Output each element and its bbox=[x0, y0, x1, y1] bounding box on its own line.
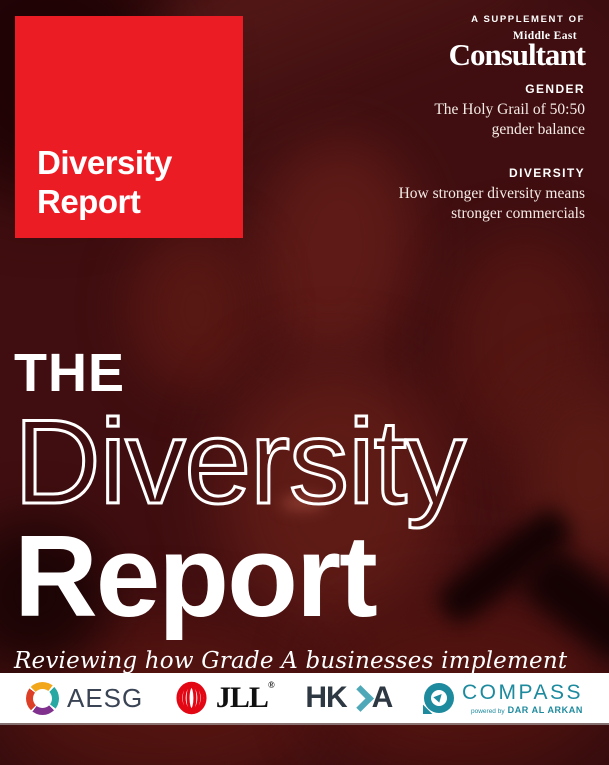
hka-wordmark-hk: HK bbox=[305, 681, 347, 714]
jll-wordmark: JLL® bbox=[215, 680, 275, 715]
compass-needle-icon bbox=[433, 691, 445, 703]
cover-line-kicker: DIVERSITY bbox=[509, 166, 585, 181]
cover-line-gender: GENDER The Holy Grail of 50:50 gender ba… bbox=[399, 82, 585, 140]
aesg-logo: AESG bbox=[26, 681, 144, 715]
sponsor-strip: AESG JLL® HK A COMPASS bbox=[0, 673, 609, 723]
cover-title-outline: Diversity bbox=[13, 395, 468, 529]
jll-logo: JLL® bbox=[175, 680, 275, 715]
report-badge: Diversity Report bbox=[15, 16, 243, 238]
aesg-ring-icon bbox=[26, 681, 59, 715]
hka-logo: HK A bbox=[305, 681, 394, 715]
cover-tagline: Reviewing how Grade A businesses impleme… bbox=[14, 648, 568, 700]
cover-lines: GENDER The Holy Grail of 50:50 gender ba… bbox=[399, 82, 585, 251]
hka-wordmark-a: A bbox=[371, 681, 394, 714]
aesg-wordmark: AESG bbox=[67, 682, 144, 713]
compass-pin-icon bbox=[424, 683, 454, 713]
cover-title: THE Diversity Report Reviewing how Grade… bbox=[13, 343, 609, 700]
chevron-right-icon bbox=[346, 684, 374, 712]
publication-logo: Middle East Consultant bbox=[448, 30, 586, 73]
cover-line-text: gender balance bbox=[491, 121, 585, 139]
badge-title-line2: Report bbox=[37, 183, 141, 221]
compass-wordmark: COMPASS bbox=[462, 680, 583, 704]
cover-line-text: How stronger diversity means bbox=[398, 185, 585, 203]
cover-title-the: THE bbox=[14, 343, 125, 403]
compass-wordmark-block: COMPASS powered by DAR AL ARKAN bbox=[462, 682, 583, 715]
cover-line-text: The Holy Grail of 50:50 bbox=[434, 101, 585, 118]
cover-line-kicker: GENDER bbox=[525, 82, 585, 96]
publication-logo-large: Consultant bbox=[448, 37, 586, 73]
cover-line-diversity: DIVERSITY How stronger diversity means s… bbox=[399, 166, 585, 224]
badge-title: Diversity Report bbox=[37, 144, 172, 222]
jll-globe-icon bbox=[176, 681, 207, 715]
cover-title-solid: Report bbox=[14, 511, 378, 641]
supplement-label: A SUPPLEMENT OF bbox=[471, 14, 585, 25]
dar-al-arkan-wordmark: DAR AL ARKAN bbox=[507, 704, 583, 715]
compass-subline: powered by DAR AL ARKAN bbox=[471, 705, 583, 715]
masthead: A SUPPLEMENT OF Middle East Consultant bbox=[448, 14, 586, 73]
cover-line-text: stronger commercials bbox=[451, 205, 585, 223]
badge-title-line1: Diversity bbox=[37, 144, 172, 182]
publication-logo-small: Middle East bbox=[512, 30, 577, 42]
compass-logo: COMPASS powered by DAR AL ARKAN bbox=[424, 682, 583, 715]
compass-powered-by: powered by bbox=[470, 707, 505, 715]
registered-mark: ® bbox=[267, 680, 275, 690]
